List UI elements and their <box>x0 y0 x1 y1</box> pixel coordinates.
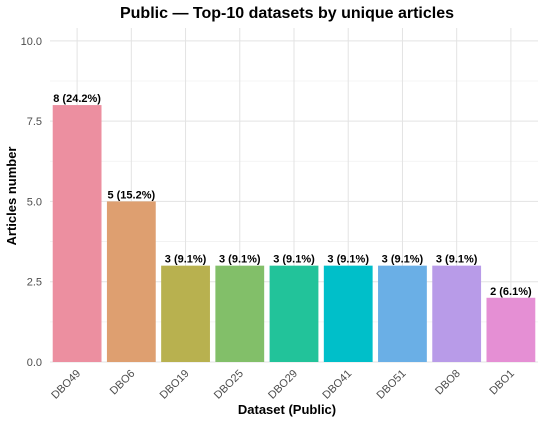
x-tick-label: DBO1 <box>487 368 517 398</box>
y-axis-ticks: 0.0 2.5 5.0 7.5 10.0 <box>21 36 42 369</box>
data-label: 2 (6.1%) <box>490 286 532 298</box>
x-tick-label: DBO6 <box>108 368 138 398</box>
data-label: 3 (9.1%) <box>436 254 478 266</box>
data-label: 5 (15.2%) <box>107 189 155 201</box>
x-axis-title: Dataset (Public) <box>238 402 336 417</box>
bar-DBO25 <box>215 265 265 362</box>
data-label: 3 (9.1%) <box>219 254 261 266</box>
x-tick-label: DBO29 <box>266 368 300 402</box>
data-label: 3 (9.1%) <box>382 254 424 266</box>
y-axis-title: Articles number <box>4 147 19 246</box>
bar-DBO8 <box>432 265 482 362</box>
y-tick-label: 0.0 <box>27 357 42 369</box>
x-tick-label: DBO8 <box>433 368 463 398</box>
x-tick-label: DBO51 <box>375 368 409 402</box>
bar-DBO51 <box>378 265 427 362</box>
y-tick-label: 10.0 <box>21 36 42 48</box>
data-labels: 8 (24.2%) 5 (15.2%) 3 (9.1%) 3 (9.1%) 3 (9.1… <box>53 93 532 298</box>
data-label: 3 (9.1%) <box>273 254 315 266</box>
y-tick-label: 7.5 <box>27 116 42 128</box>
x-tick-label: DBO41 <box>320 368 354 402</box>
bar-DBO1 <box>486 297 536 362</box>
bars <box>52 105 536 363</box>
x-tick-label: DBO49 <box>49 368 83 402</box>
x-tick-label: DBO25 <box>212 368 246 402</box>
y-tick-label: 5.0 <box>27 196 42 208</box>
bar-DBO29 <box>269 265 319 362</box>
bar-DBO6 <box>106 201 156 362</box>
data-label: 3 (9.1%) <box>327 254 369 266</box>
data-label: 3 (9.1%) <box>165 254 207 266</box>
y-tick-label: 2.5 <box>27 277 42 289</box>
bar-DBO19 <box>161 265 210 362</box>
bar-DBO41 <box>323 265 373 362</box>
bar-DBO49 <box>52 105 102 363</box>
x-axis-ticks: DBO49 DBO6 DBO19 DBO25 DBO29 DBO41 DBO51 DBO8 DB… <box>49 368 517 402</box>
x-tick-label: DBO19 <box>158 368 192 402</box>
data-label: 8 (24.2%) <box>53 93 101 105</box>
chart-title: Public — Top-10 datasets by unique artic… <box>120 5 454 22</box>
